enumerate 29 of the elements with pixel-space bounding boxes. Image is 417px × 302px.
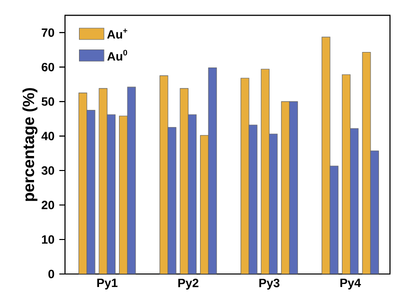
bar [260,68,270,274]
bar [200,135,209,274]
y-tick-label: 70 [42,28,54,37]
x-tick-label: Py1 [97,278,118,290]
y-tick-label: 0 [48,270,54,278]
y-tick-label: 30 [42,166,54,175]
y-axis-title: percentage (%) [22,88,38,201]
bar [268,134,278,274]
y-tick-label: 10 [42,235,54,244]
bar [180,88,188,274]
y-tick-label: 40 [41,132,54,140]
bar [281,101,290,274]
bar [289,101,298,274]
x-tick-label: Py3 [259,278,280,290]
bar [370,150,379,274]
bar [127,86,136,274]
bar [342,74,351,274]
bar [188,114,197,274]
bar [98,88,108,274]
y-tick-label: 20 [42,200,54,210]
bar [350,128,359,274]
x-tick-label: Py4 [340,278,361,290]
legend-label: Au$^{0}$ [107,50,128,61]
y-tick-label: 50 [42,97,54,106]
y-tick-label: 60 [42,62,54,72]
x-tick-label: Py2 [178,278,198,290]
legend-label: Au$^{+}$ [107,28,128,39]
bar [119,116,128,274]
bar [106,114,116,274]
